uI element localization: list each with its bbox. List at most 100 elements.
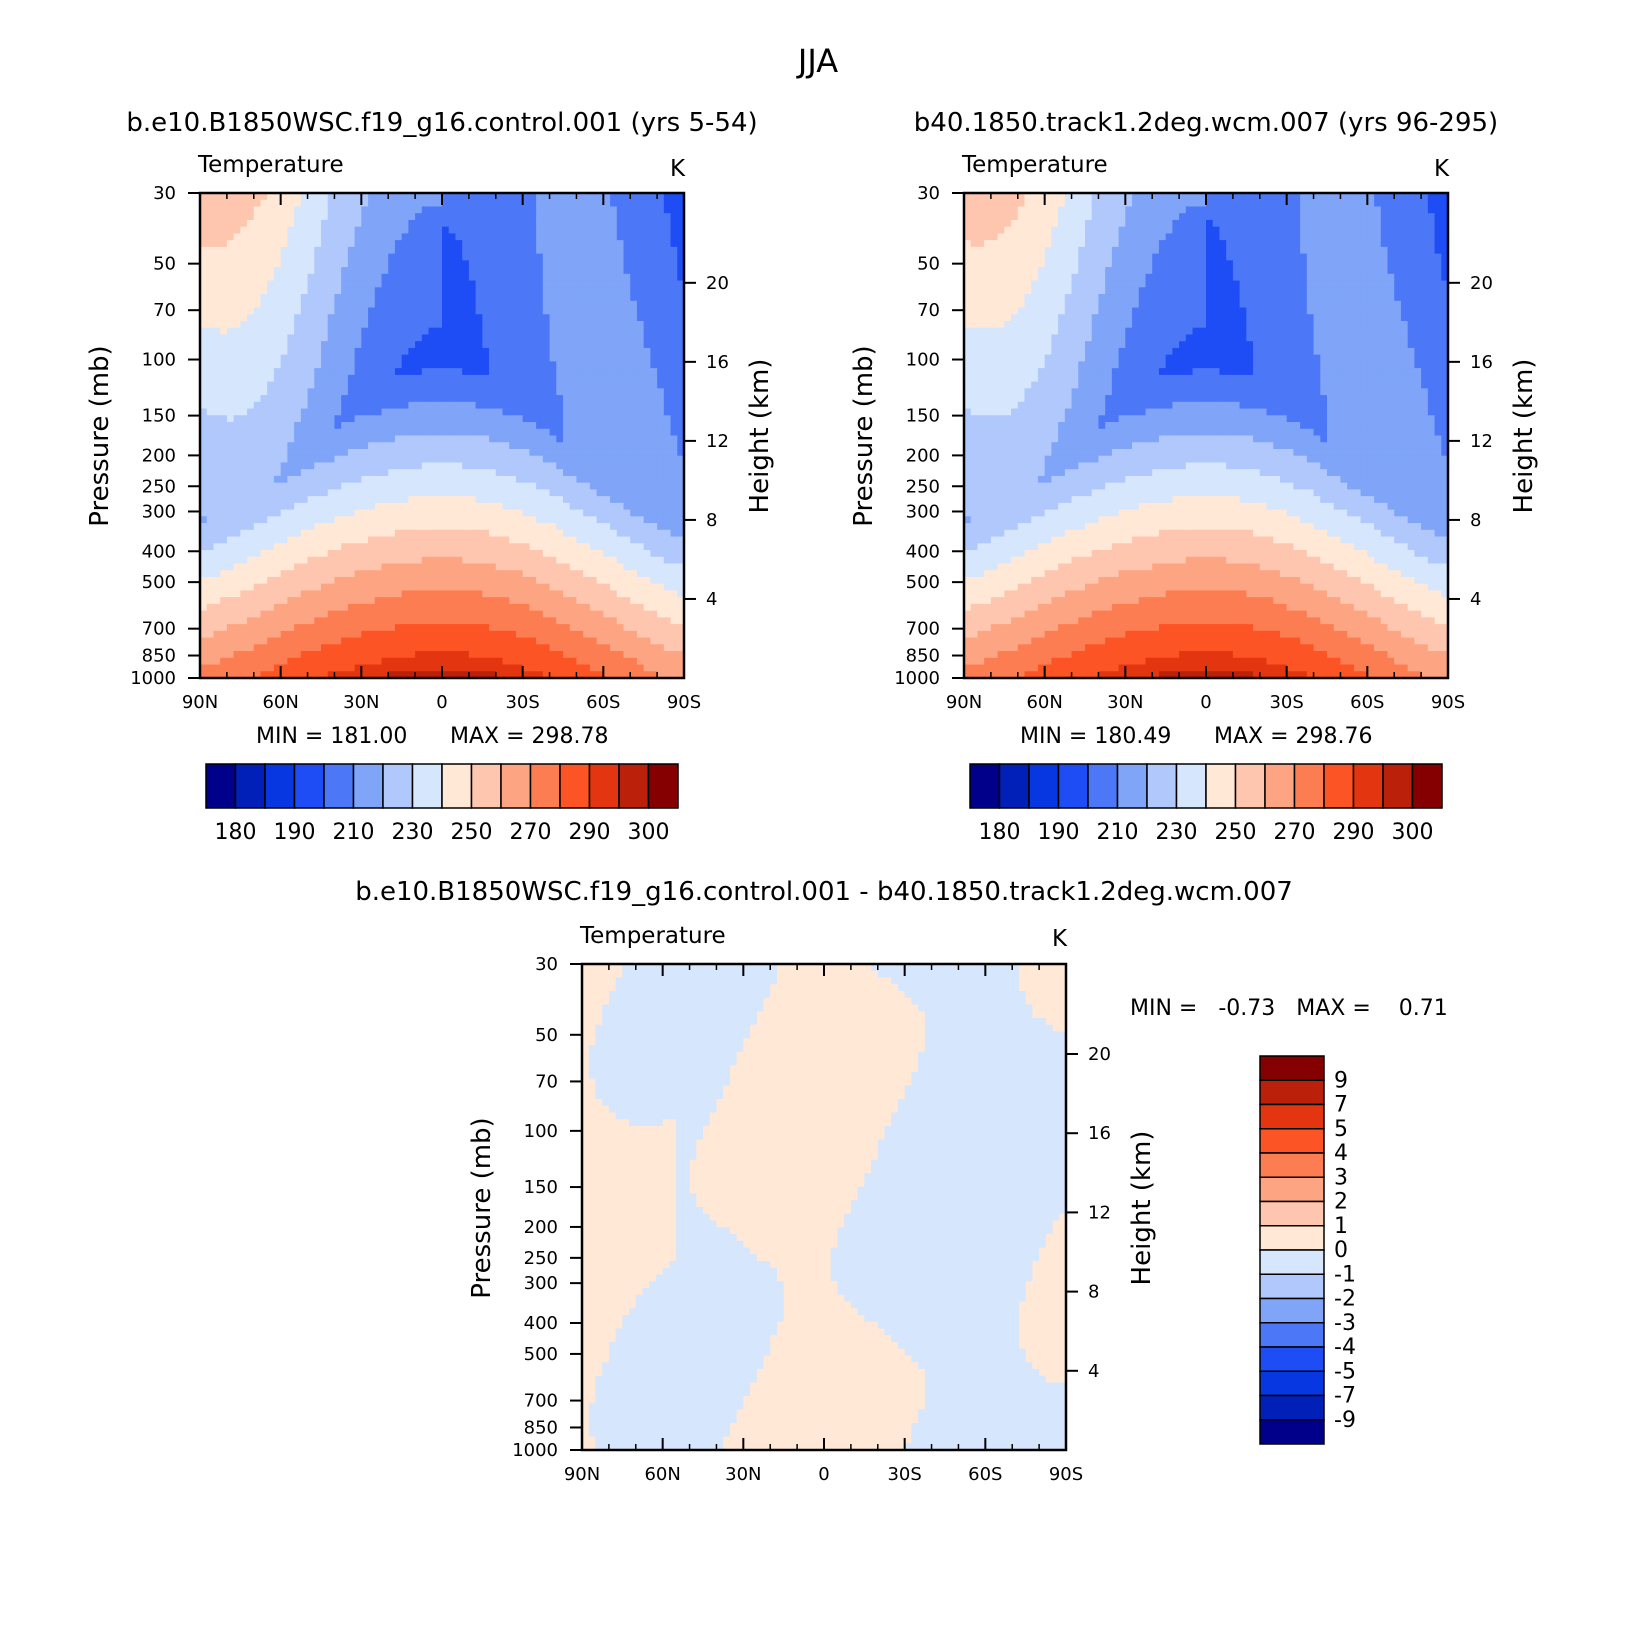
field-cell <box>374 469 383 477</box>
field-cell <box>549 529 557 538</box>
field-cell <box>643 469 651 477</box>
field-cell <box>603 651 611 659</box>
field-cell <box>610 307 618 315</box>
field-cell <box>489 233 497 241</box>
field-cell <box>549 637 557 645</box>
field-cell <box>206 516 215 524</box>
field-cell <box>287 556 295 565</box>
field-cell <box>542 381 551 389</box>
field-cell <box>610 529 618 538</box>
field-cell <box>408 415 416 423</box>
field-cell <box>529 482 537 490</box>
field-cell <box>408 327 416 336</box>
field-cell <box>677 644 685 652</box>
field-cell <box>603 206 611 214</box>
field-cell <box>240 294 248 302</box>
field-cell <box>354 469 362 477</box>
field-cell <box>670 455 678 464</box>
field-cell <box>563 199 571 208</box>
field-cell <box>455 320 463 329</box>
field-cell <box>253 253 262 261</box>
field-cell <box>354 199 362 208</box>
field-cell <box>253 516 262 524</box>
field-cell <box>542 543 551 551</box>
field-cell <box>542 536 551 544</box>
field-cell <box>502 408 510 416</box>
field-cell <box>287 294 295 302</box>
field-cell <box>563 361 571 369</box>
field-cell <box>300 563 309 571</box>
field-cell <box>569 401 578 410</box>
field-cell <box>314 590 322 598</box>
field-cell <box>569 334 578 342</box>
field-cell <box>294 563 302 571</box>
field-cell <box>341 496 349 504</box>
field-cell <box>643 475 651 484</box>
field-cell <box>307 395 315 403</box>
field-cell <box>677 199 685 208</box>
field-cell <box>213 651 221 659</box>
field-cell <box>650 428 658 437</box>
field-cell <box>267 334 275 342</box>
field-cell <box>347 381 356 389</box>
field-cell <box>213 422 221 430</box>
field-cell <box>260 401 268 410</box>
field-cell <box>515 536 524 544</box>
field-cell <box>529 597 537 605</box>
field-cell <box>294 294 302 302</box>
field-cell <box>273 240 282 248</box>
field-cell <box>596 354 604 363</box>
field-cell <box>549 408 557 416</box>
field-cell <box>307 294 315 302</box>
field-cell <box>226 610 235 618</box>
field-cell <box>226 401 235 410</box>
field-cell <box>415 361 423 369</box>
field-cell <box>388 529 396 538</box>
field-cell <box>670 556 678 565</box>
field-cell <box>394 509 403 517</box>
field-cell <box>677 408 685 416</box>
field-cell <box>381 475 389 484</box>
field-cell <box>576 294 584 302</box>
field-cell <box>415 327 423 336</box>
field-cell <box>341 347 349 356</box>
field-cell <box>435 219 443 228</box>
field-cell <box>475 327 483 336</box>
field-cell <box>307 341 315 349</box>
field-cell <box>368 455 376 464</box>
field-cell <box>636 347 645 356</box>
field-cell <box>468 610 477 618</box>
field-cell <box>623 314 631 322</box>
field-cell <box>368 550 376 558</box>
field-cell <box>381 523 389 531</box>
field-cell <box>462 415 470 423</box>
field-cell <box>280 651 288 659</box>
field-cell <box>677 280 685 288</box>
field-cell <box>381 280 389 288</box>
field-cell <box>401 381 409 389</box>
field-cell <box>347 442 356 450</box>
field-cell <box>462 193 470 201</box>
field-cell <box>247 240 255 248</box>
field-cell <box>213 267 221 275</box>
field-cell <box>603 294 611 302</box>
field-cell <box>589 590 598 598</box>
field-cell <box>616 347 625 356</box>
field-cell <box>220 529 228 538</box>
field-cell <box>307 462 315 470</box>
field-cell <box>388 314 396 322</box>
field-cell <box>280 246 288 255</box>
field-cell <box>489 462 497 470</box>
field-cell <box>435 408 443 416</box>
field-cell <box>307 246 315 255</box>
field-cell <box>408 307 416 315</box>
field-cell <box>623 294 631 302</box>
field-cell <box>549 482 557 490</box>
field-cell <box>515 327 524 336</box>
field-cell <box>495 630 504 639</box>
field-cell <box>502 469 510 477</box>
field-cell <box>442 644 450 652</box>
field-cell <box>502 536 510 544</box>
field-cell <box>368 610 376 618</box>
field-cell <box>273 576 282 585</box>
